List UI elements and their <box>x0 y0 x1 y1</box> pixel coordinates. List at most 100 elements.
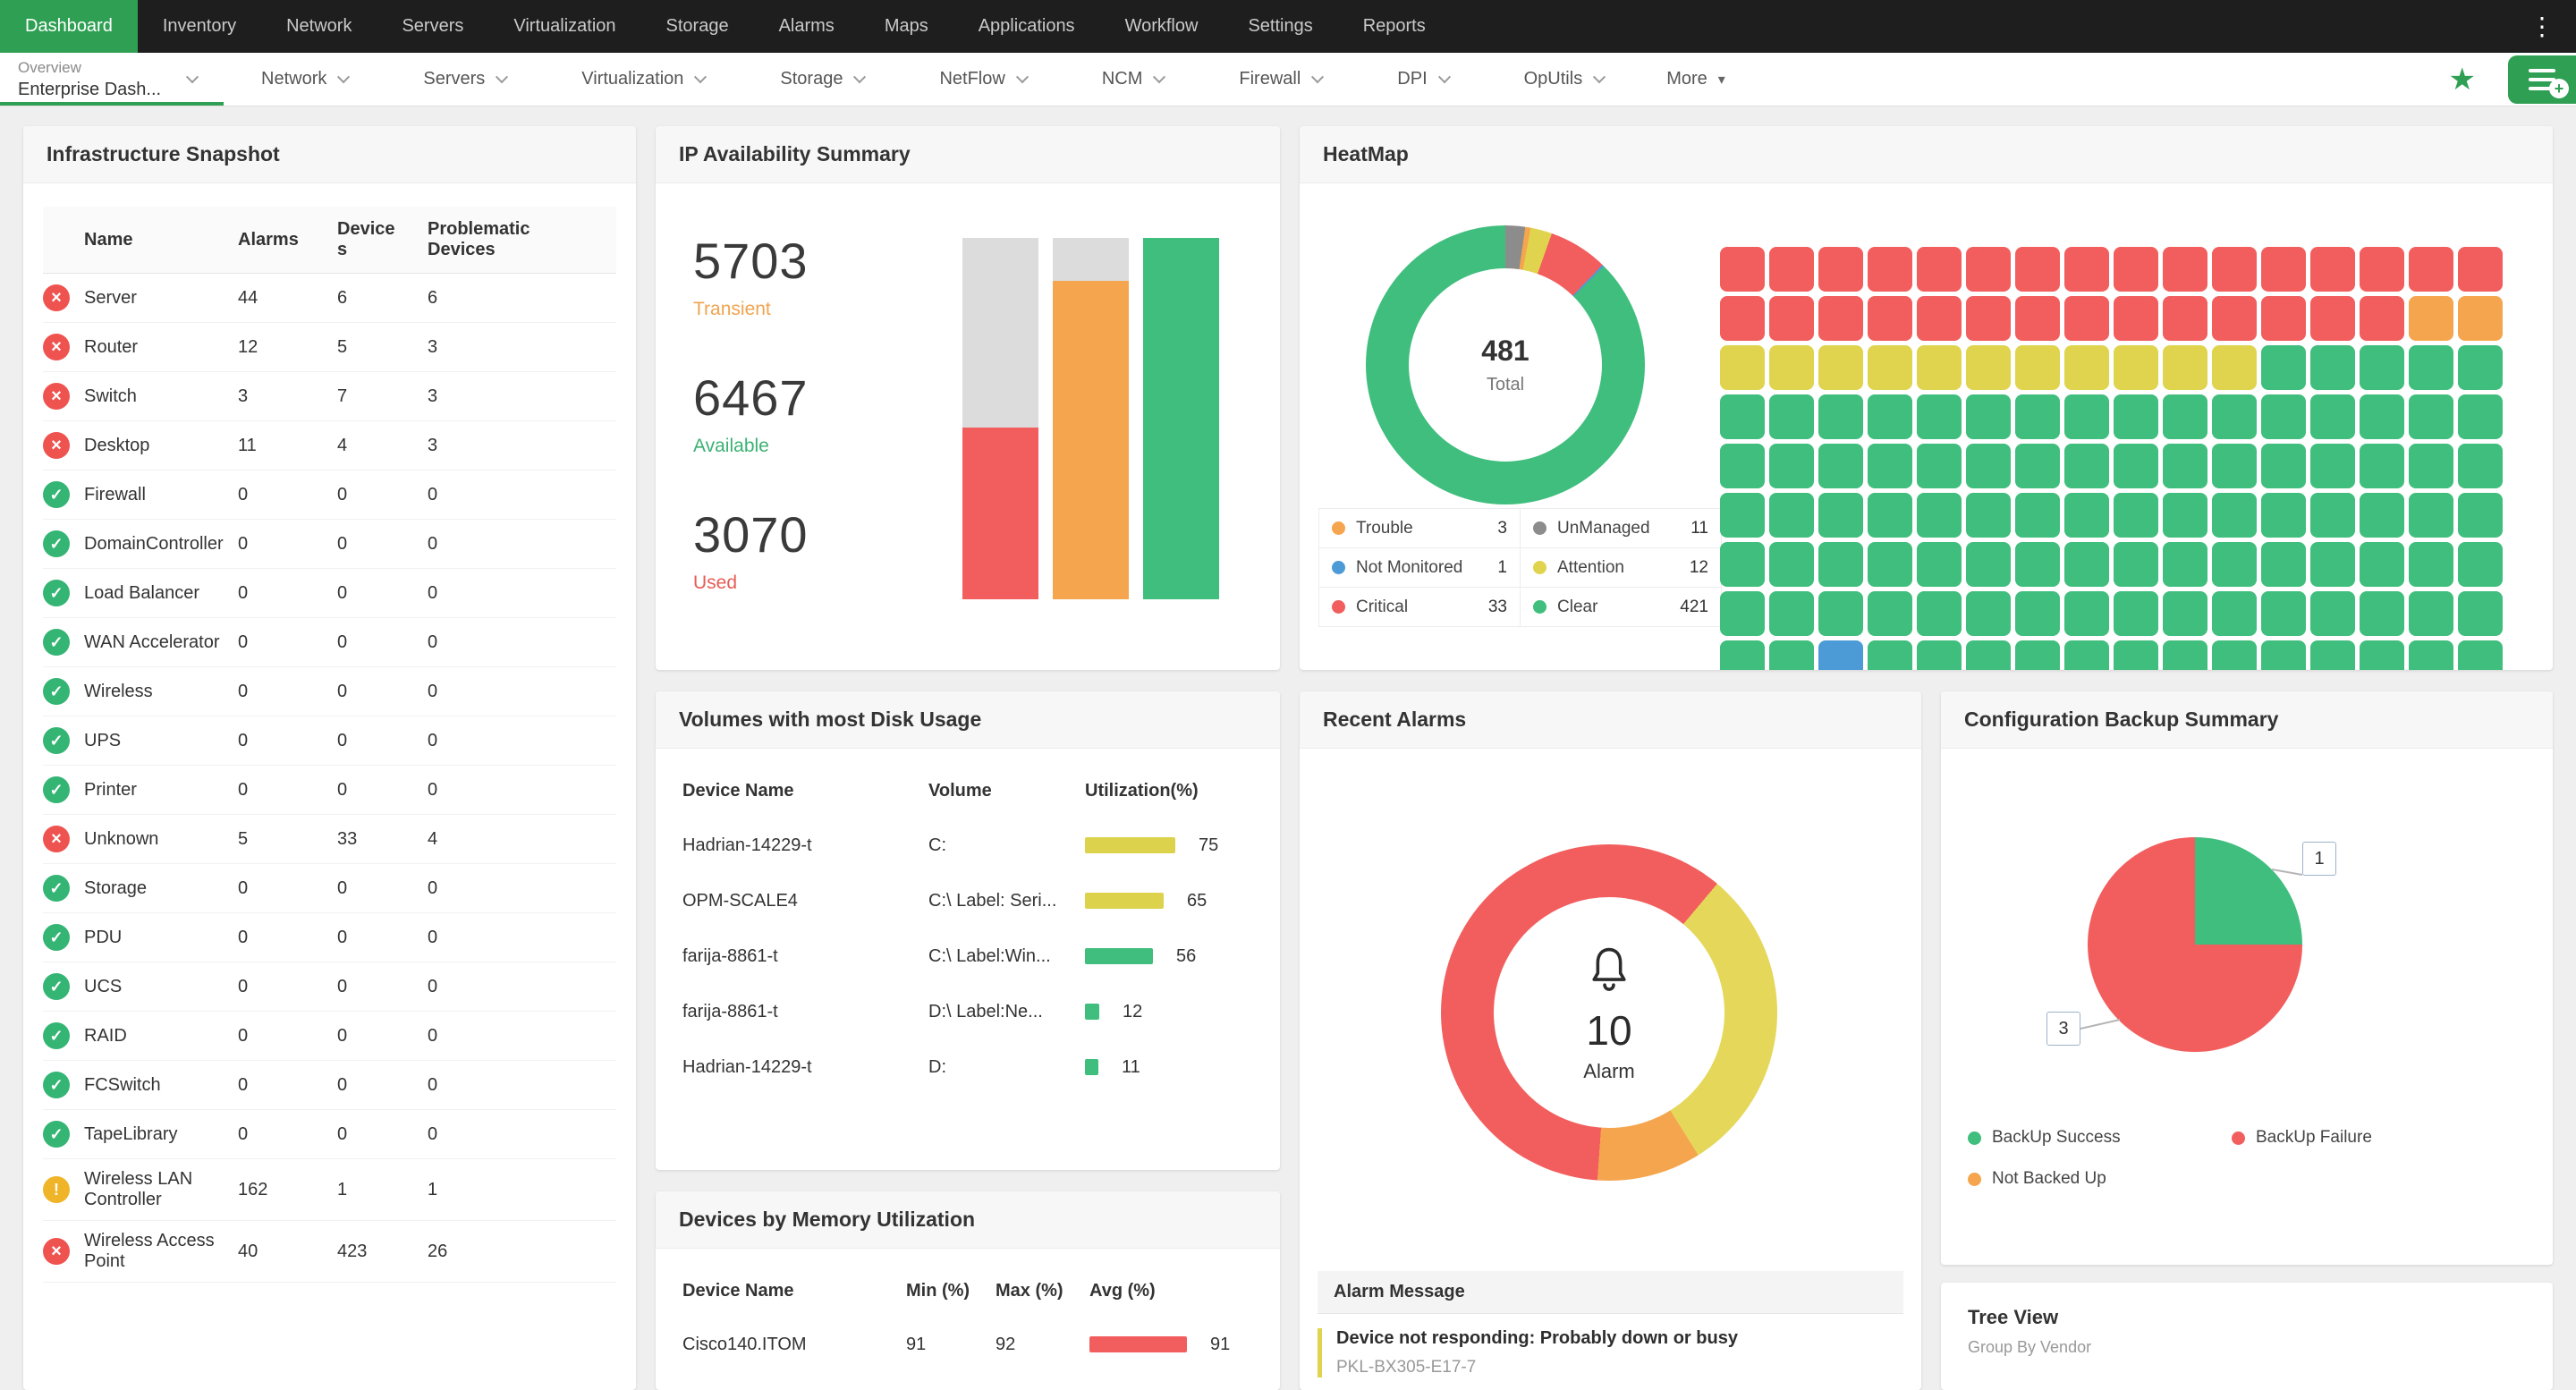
heatmap-cell[interactable] <box>2114 394 2158 439</box>
heatmap-cell[interactable] <box>1917 444 1962 488</box>
heatmap-cell[interactable] <box>2261 444 2306 488</box>
heatmap-cell[interactable] <box>2310 394 2355 439</box>
heatmap-cell[interactable] <box>1917 296 1962 341</box>
ip-bar-used[interactable] <box>962 238 1038 599</box>
heatmap-cell[interactable] <box>1818 444 1863 488</box>
heatmap-cell[interactable] <box>2212 296 2257 341</box>
heatmap-cell[interactable] <box>1966 444 2011 488</box>
heatmap-cell[interactable] <box>2458 640 2503 670</box>
heatmap-cell[interactable] <box>2015 247 2060 292</box>
heatmap-cell[interactable] <box>2114 542 2158 587</box>
heatmap-cell[interactable] <box>2360 493 2404 538</box>
heatmap-cell[interactable] <box>2064 640 2109 670</box>
status-donut-chart[interactable]: 481 Total <box>1366 225 1645 504</box>
heatmap-cell[interactable] <box>2015 444 2060 488</box>
heatmap-cell[interactable] <box>2409 296 2453 341</box>
nav-item-settings[interactable]: Settings <box>1248 16 1313 36</box>
heatmap-cell[interactable] <box>1917 493 1962 538</box>
heatmap-cell[interactable] <box>1769 394 1814 439</box>
table-row[interactable]: ✓ Firewall 0 0 0 <box>43 470 616 520</box>
heatmap-cell[interactable] <box>2458 444 2503 488</box>
nav-item-dashboard[interactable]: Dashboard <box>0 0 138 53</box>
heatmap-cell[interactable] <box>2163 247 2207 292</box>
heatmap-cell[interactable] <box>2163 640 2207 670</box>
heatmap-cell[interactable] <box>1769 493 1814 538</box>
nav-item-reports[interactable]: Reports <box>1362 16 1426 36</box>
heatmap-cell[interactable] <box>1720 394 1765 439</box>
heatmap-cell[interactable] <box>1966 394 2011 439</box>
heatmap-cell[interactable] <box>1769 444 1814 488</box>
heatmap-cell[interactable] <box>1769 542 1814 587</box>
heatmap-cell[interactable] <box>2163 542 2207 587</box>
heatmap-cell[interactable] <box>1720 296 1765 341</box>
heatmap-cell[interactable] <box>1720 444 1765 488</box>
heatmap-cell[interactable] <box>2409 394 2453 439</box>
heatmap-cell[interactable] <box>1720 542 1765 587</box>
heatmap-cell[interactable] <box>1769 345 1814 390</box>
heatmap-cell[interactable] <box>2310 444 2355 488</box>
heatmap-cell[interactable] <box>2114 247 2158 292</box>
heatmap-cell[interactable] <box>2212 247 2257 292</box>
heatmap-cell[interactable] <box>2360 444 2404 488</box>
table-row[interactable]: × Router 12 5 3 <box>43 323 616 372</box>
heatmap-cell[interactable] <box>2360 394 2404 439</box>
heatmap-cell[interactable] <box>1868 542 1912 587</box>
tab-ncm[interactable]: NCM <box>1064 53 1202 106</box>
nav-item-maps[interactable]: Maps <box>884 16 928 36</box>
table-row[interactable]: ! Wireless LAN Controller 162 1 1 <box>43 1159 616 1221</box>
heatmap-cell[interactable] <box>2360 345 2404 390</box>
heatmap-cell[interactable] <box>1917 640 1962 670</box>
tab-more[interactable]: More ▾ <box>1641 53 1750 106</box>
heatmap-cell[interactable] <box>2261 247 2306 292</box>
heatmap-cell[interactable] <box>2114 345 2158 390</box>
heatmap-cell[interactable] <box>2310 296 2355 341</box>
heatmap-cell[interactable] <box>1818 345 1863 390</box>
heatmap-cell[interactable] <box>2261 394 2306 439</box>
table-row[interactable]: × Unknown 5 33 4 <box>43 815 616 864</box>
heatmap-cell[interactable] <box>2114 640 2158 670</box>
ip-bar-transient[interactable] <box>1053 238 1129 599</box>
tab-firewall[interactable]: Firewall <box>1201 53 1360 106</box>
heatmap-cell[interactable] <box>2015 542 2060 587</box>
alarms-donut-chart[interactable]: 10 Alarm <box>1441 844 1777 1181</box>
ip-bar-available[interactable] <box>1143 238 1219 599</box>
heatmap-cell[interactable] <box>1818 640 1863 670</box>
heatmap-cell[interactable] <box>2458 542 2503 587</box>
heatmap-cell[interactable] <box>2212 542 2257 587</box>
device-name-link[interactable]: Cisco140.ITOM <box>682 1334 807 1354</box>
heatmap-cell[interactable] <box>2015 296 2060 341</box>
heatmap-cell[interactable] <box>1769 591 1814 636</box>
tab-network[interactable]: Network <box>224 53 386 106</box>
device-name-link[interactable]: OPM-SCALE4 <box>682 890 798 911</box>
alarm-entry[interactable]: Device not responding: Probably down or … <box>1318 1328 1903 1377</box>
heatmap-cell[interactable] <box>1818 247 1863 292</box>
table-row[interactable]: ✓ Storage 0 0 0 <box>43 864 616 913</box>
heatmap-cell[interactable] <box>2015 640 2060 670</box>
heatmap-cell[interactable] <box>2310 542 2355 587</box>
heatmap-cell[interactable] <box>2310 591 2355 636</box>
heatmap-cell[interactable] <box>2114 444 2158 488</box>
overflow-menu-icon[interactable]: ⋮ <box>2529 13 2555 40</box>
tab-oputils[interactable]: OpUtils <box>1487 53 1642 106</box>
heatmap-cell[interactable] <box>1868 444 1912 488</box>
device-name-link[interactable]: Hadrian-14229-t <box>682 835 812 855</box>
heatmap-cell[interactable] <box>2261 591 2306 636</box>
table-row[interactable]: ✓ PDU 0 0 0 <box>43 913 616 962</box>
heatmap-cell[interactable] <box>2409 444 2453 488</box>
heatmap-cell[interactable] <box>2261 493 2306 538</box>
heatmap-cell[interactable] <box>2212 493 2257 538</box>
heatmap-cell[interactable] <box>2458 591 2503 636</box>
nav-item-applications[interactable]: Applications <box>978 16 1075 36</box>
heatmap-cell[interactable] <box>1720 247 1765 292</box>
table-row[interactable]: ✓ TapeLibrary 0 0 0 <box>43 1110 616 1159</box>
heatmap-cell[interactable] <box>2409 493 2453 538</box>
heatmap-cell[interactable] <box>2360 247 2404 292</box>
table-row[interactable]: ✓ DomainController 0 0 0 <box>43 520 616 569</box>
heatmap-cell[interactable] <box>2409 247 2453 292</box>
heatmap-cell[interactable] <box>2212 444 2257 488</box>
heatmap-cell[interactable] <box>2261 640 2306 670</box>
heatmap-cell[interactable] <box>1868 247 1912 292</box>
heatmap-cell[interactable] <box>2163 444 2207 488</box>
heatmap-cell[interactable] <box>2064 247 2109 292</box>
heatmap-cell[interactable] <box>2163 394 2207 439</box>
